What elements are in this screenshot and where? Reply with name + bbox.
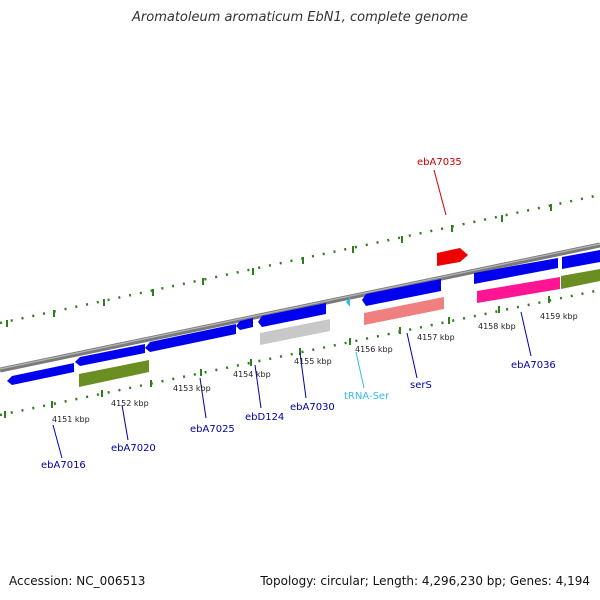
gene-ebA7025-arrow[interactable] bbox=[145, 324, 236, 352]
trna-ser-marker[interactable] bbox=[346, 297, 350, 307]
kbp-label-4154: 4154 kbp bbox=[233, 370, 271, 379]
kbp-label-4153: 4153 kbp bbox=[173, 384, 211, 393]
ruler-major-ticks bbox=[4, 204, 552, 418]
gene-label-trna-ser[interactable]: tRNA-Ser bbox=[344, 391, 390, 402]
gene-green-1[interactable] bbox=[79, 360, 149, 387]
kbp-label-4152: 4152 kbp bbox=[111, 399, 149, 408]
gene-label-serS[interactable]: serS bbox=[410, 380, 432, 391]
kbp-label-4156: 4156 kbp bbox=[355, 345, 393, 354]
gene-ebA7030-arrow[interactable] bbox=[258, 303, 326, 327]
gene-salmon[interactable] bbox=[364, 297, 444, 325]
gene-pink[interactable] bbox=[477, 277, 560, 303]
gene-gray[interactable] bbox=[260, 319, 330, 345]
gene-ebD124-arrow[interactable] bbox=[236, 318, 253, 330]
gene-serS-arrow[interactable] bbox=[362, 279, 441, 306]
gene-green-2[interactable] bbox=[561, 269, 600, 289]
kbp-label-4155: 4155 kbp bbox=[294, 357, 332, 366]
accession-text: Accession: NC_006513 bbox=[9, 574, 146, 588]
gene-ebA7036-arrow[interactable] bbox=[474, 258, 558, 284]
gene-label-ebA7020[interactable]: ebA7020 bbox=[111, 443, 156, 454]
genome-stats-text: Topology: circular; Length: 4,296,230 bp… bbox=[260, 574, 590, 588]
kbp-label-4159: 4159 kbp bbox=[540, 312, 578, 321]
upper-ruler bbox=[0, 193, 600, 325]
gene-next-arrow[interactable] bbox=[562, 250, 600, 269]
map-title: Aromatoleum aromaticum EbN1, complete ge… bbox=[132, 10, 468, 25]
gene-label-ebA7016[interactable]: ebA7016 bbox=[41, 460, 86, 471]
gene-label-ebA7036[interactable]: ebA7036 bbox=[511, 360, 556, 371]
gene-ebA7035-arrow[interactable] bbox=[437, 248, 468, 266]
gene-label-ebA7035[interactable]: ebA7035 bbox=[417, 157, 462, 168]
gene-label-ebA7030[interactable]: ebA7030 bbox=[290, 402, 335, 413]
gene-ebA7016-arrow[interactable] bbox=[7, 363, 74, 385]
leader-lines bbox=[52, 169, 532, 459]
kbp-label-4157: 4157 kbp bbox=[417, 333, 455, 342]
gene-label-ebA7025[interactable]: ebA7025 bbox=[190, 424, 235, 435]
kbp-label-4151: 4151 kbp bbox=[52, 415, 90, 424]
kbp-label-4158: 4158 kbp bbox=[478, 322, 516, 331]
genome-backbone bbox=[0, 242, 600, 373]
gene-ebA7020-arrow[interactable] bbox=[75, 344, 145, 366]
gene-label-ebD124[interactable]: ebD124 bbox=[245, 412, 284, 423]
